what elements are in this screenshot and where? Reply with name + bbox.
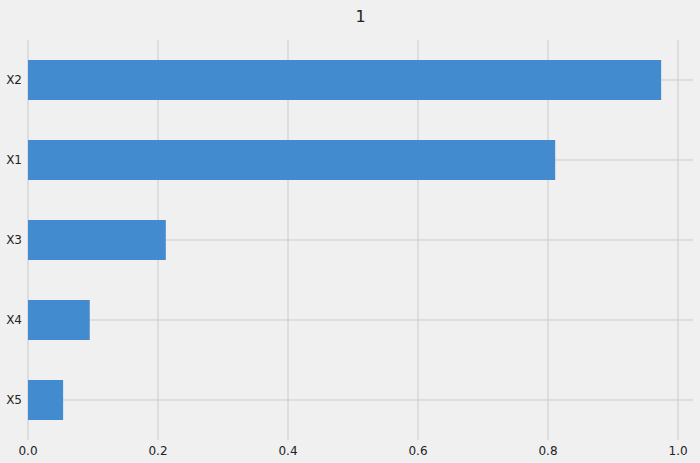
x-tick-label: 1.0 [669, 444, 688, 458]
background [0, 0, 700, 463]
x-tick-label: 0.6 [408, 444, 427, 458]
x-tick-label: 0.2 [148, 444, 167, 458]
bar [28, 220, 166, 260]
grid-line [28, 320, 693, 321]
bar [28, 60, 661, 100]
y-tick-label: X3 [6, 233, 22, 247]
x-tick-label: 0.0 [18, 444, 37, 458]
bar [28, 140, 555, 180]
y-tick-label: X5 [6, 393, 22, 407]
bar [28, 300, 90, 340]
y-tick-label: X4 [6, 313, 22, 327]
x-tick-label: 0.8 [538, 444, 557, 458]
x-tick-label: 0.4 [278, 444, 297, 458]
bar [28, 380, 63, 420]
bars [28, 60, 661, 420]
chart: 0.0 0.2 0.4 0.6 0.8 1.0 X2 X1 X3 X4 X5 1 [0, 0, 700, 463]
y-tick-label: X1 [6, 153, 22, 167]
title: 1 [355, 7, 365, 26]
grid-line [28, 400, 693, 401]
y-tick-label: X2 [6, 73, 22, 87]
